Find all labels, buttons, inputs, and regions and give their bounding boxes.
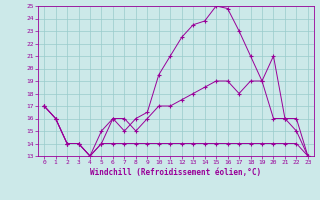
X-axis label: Windchill (Refroidissement éolien,°C): Windchill (Refroidissement éolien,°C)	[91, 168, 261, 177]
